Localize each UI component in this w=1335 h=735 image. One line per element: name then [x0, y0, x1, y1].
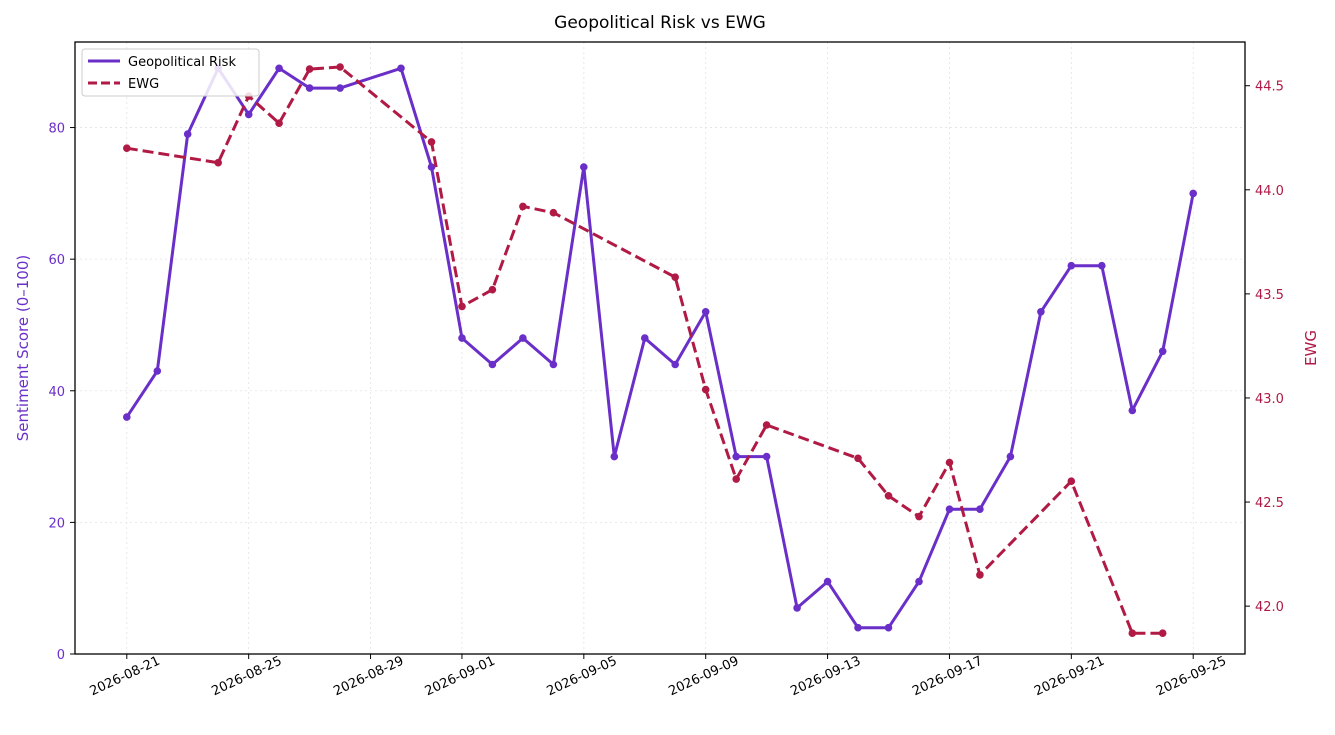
- ewg-point: [1158, 629, 1167, 637]
- grid: [75, 42, 1245, 654]
- x-tick-label: 2026-08-25: [209, 654, 284, 700]
- x-tick-label: 2026-09-09: [667, 654, 742, 700]
- geopolitical-risk-line: [125, 66, 1195, 630]
- legend-box: [81, 48, 260, 97]
- y-right-tick-label: 44.5: [1255, 80, 1284, 95]
- y-left-tick-label: 40: [48, 385, 65, 400]
- ewg-point: [336, 63, 344, 71]
- legend: Geopolitical Risk EWG: [81, 48, 260, 97]
- x-tick-label: 2026-09-01: [423, 654, 498, 700]
- y-left-tick-label: 60: [48, 253, 65, 268]
- geopolitical-risk-point: [610, 452, 619, 461]
- ewg-point: [1067, 477, 1076, 486]
- geopolitical-risk-point: [641, 334, 649, 342]
- geopolitical-risk-point: [915, 577, 923, 586]
- y-axis-left: 0 20 40 60 80: [48, 122, 75, 663]
- ewg-point: [519, 202, 527, 211]
- geopolitical-risk-point: [1067, 261, 1076, 270]
- ewg-point: [732, 475, 740, 483]
- x-tick-label: 2026-08-29: [331, 654, 406, 700]
- geopolitical-risk-point: [336, 84, 344, 92]
- ewg-point: [1128, 629, 1137, 637]
- geopolitical-risk-point: [793, 604, 801, 612]
- ewg-point: [549, 208, 558, 217]
- geopolitical-risk-point: [732, 452, 740, 461]
- x-axis: 2026-08-21 2026-08-25 2026-08-29 2026-09-01…: [88, 654, 1229, 700]
- x-tick-label: 2026-09-25: [1154, 654, 1229, 700]
- geopolitical-risk-point: [1158, 347, 1167, 356]
- geopolitical-risk-point: [854, 623, 862, 632]
- x-tick-label: 2026-08-21: [88, 654, 163, 700]
- legend-risk-label: Geopolitical Risk: [128, 55, 236, 70]
- ewg-point: [305, 65, 314, 73]
- legend-ewg-label: EWG: [128, 77, 159, 92]
- y-right-tick-label: 43.0: [1255, 392, 1284, 407]
- geopolitical-risk-point: [823, 577, 832, 586]
- y-right-tick-label: 42.0: [1255, 600, 1284, 615]
- geopolitical-risk-point: [275, 64, 283, 73]
- geopolitical-risk-point: [1006, 452, 1015, 461]
- ewg-point: [854, 454, 862, 463]
- ewg-point: [214, 158, 222, 167]
- ewg-point: [123, 144, 131, 152]
- x-tick-label: 2026-09-21: [1032, 654, 1107, 700]
- geopolitical-risk-point: [153, 367, 162, 375]
- ewg-point: [671, 273, 679, 282]
- ewg-point: [701, 385, 710, 394]
- geopolitical-risk-point: [397, 64, 405, 73]
- chart-title: Geopolitical Risk vs EWG: [554, 13, 766, 33]
- plot-frame: [74, 41, 1246, 655]
- y-axis-right-label: EWG: [1302, 330, 1320, 366]
- y-right-tick-label: 42.5: [1255, 496, 1284, 511]
- geopolitical-risk-point: [580, 163, 588, 171]
- ewg-point: [275, 119, 283, 127]
- geopolitical-risk-point: [488, 360, 497, 369]
- geopolitical-risk-point: [183, 130, 192, 138]
- ewg-point: [488, 285, 497, 294]
- geopolitical-risk-point: [1037, 308, 1045, 316]
- x-tick-label: 2026-09-13: [788, 654, 863, 700]
- geopolitical-risk-point: [244, 110, 253, 119]
- x-tick-label: 2026-09-17: [910, 654, 985, 700]
- ewg-point: [945, 458, 954, 467]
- geopolitical-risk-point: [305, 84, 314, 92]
- y-left-tick-label: 20: [48, 516, 65, 531]
- geopolitical-risk-point: [884, 623, 893, 632]
- geopolitical-risk-point: [519, 334, 527, 342]
- series-geopolitical-risk: [123, 64, 1197, 632]
- geopolitical-risk-point: [762, 452, 771, 461]
- geopolitical-risk-point: [1098, 261, 1106, 270]
- ewg-point: [976, 571, 984, 579]
- x-tick-label: 2026-09-05: [545, 654, 620, 700]
- y-left-tick-label: 0: [57, 648, 65, 663]
- geopolitical-risk-point: [1128, 406, 1137, 415]
- geopolitical-risk-point: [427, 163, 436, 171]
- ewg-point: [884, 492, 893, 500]
- ewg-point: [458, 302, 466, 311]
- series-ewg: [123, 63, 1167, 637]
- ewg-point: [915, 512, 923, 521]
- geopolitical-risk-point: [123, 413, 131, 421]
- geopolitical-risk-point: [458, 334, 466, 342]
- geopolitical-risk-point: [976, 505, 984, 513]
- geopolitical-risk-point: [945, 505, 954, 513]
- geopolitical-risk-point: [701, 308, 710, 316]
- y-right-tick-label: 44.0: [1255, 184, 1284, 199]
- ewg-point: [762, 421, 771, 429]
- ewg-line: [126, 65, 1163, 635]
- y-axis-right: 42.0 42.5 43.0 43.5 44.0 44.5: [1245, 80, 1284, 615]
- ewg-point: [427, 138, 436, 146]
- y-left-tick-label: 80: [48, 122, 65, 137]
- y-axis-left-label: Sentiment Score (0–100): [14, 255, 32, 441]
- geopolitical-risk-point: [671, 360, 679, 369]
- geopolitical-risk-point: [549, 360, 558, 369]
- geopolitical-risk-point: [1189, 189, 1197, 198]
- y-right-tick-label: 43.5: [1255, 288, 1284, 303]
